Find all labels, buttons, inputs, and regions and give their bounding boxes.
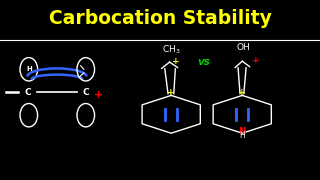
Text: +: +: [94, 90, 103, 100]
Text: OH: OH: [237, 43, 251, 52]
Text: Carbocation Stability: Carbocation Stability: [49, 8, 271, 28]
Text: H: H: [26, 66, 32, 72]
Text: vs: vs: [198, 57, 211, 67]
Text: C: C: [25, 88, 31, 97]
Text: +: +: [172, 57, 179, 66]
Text: +: +: [238, 88, 246, 97]
Text: CH$_3$: CH$_3$: [162, 43, 180, 56]
Text: H: H: [239, 131, 245, 140]
Text: +: +: [252, 56, 259, 65]
Text: +: +: [167, 88, 175, 97]
Text: N: N: [238, 127, 246, 136]
Text: C: C: [83, 88, 89, 97]
